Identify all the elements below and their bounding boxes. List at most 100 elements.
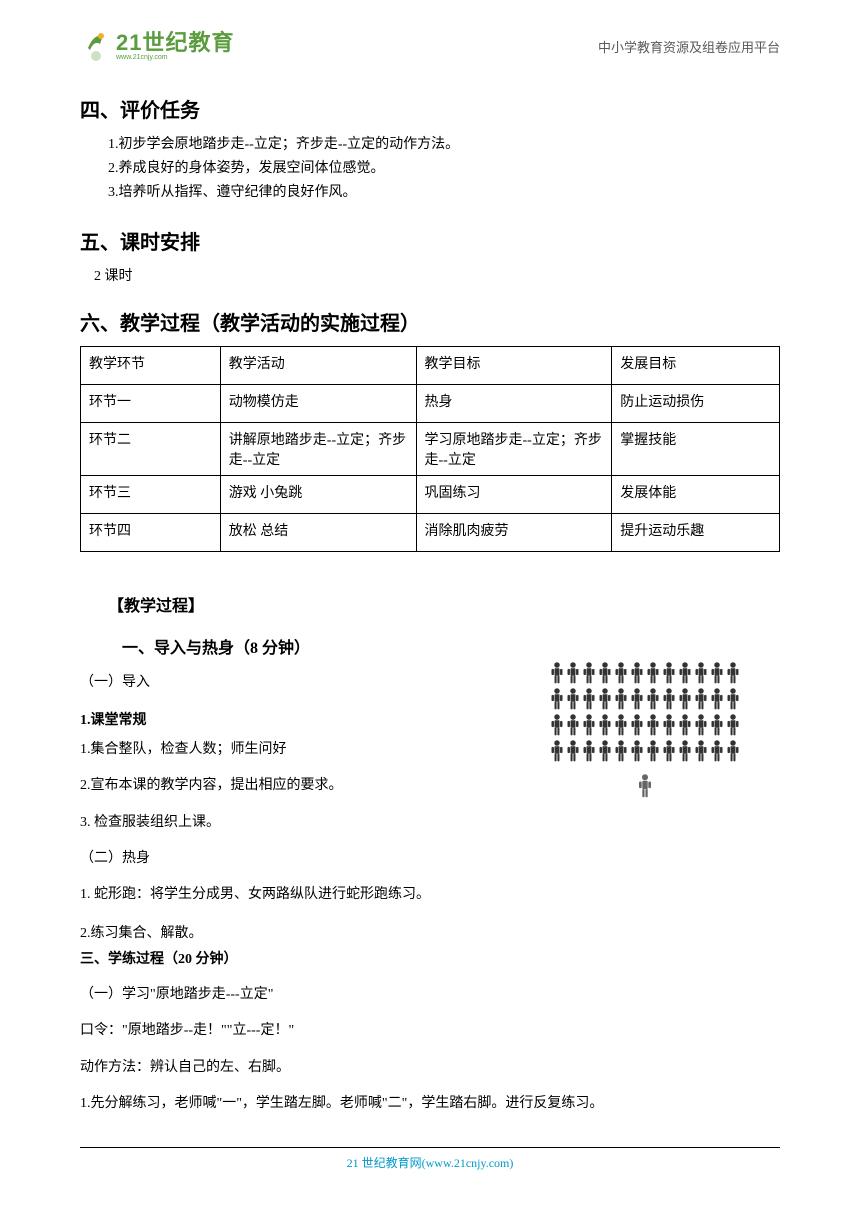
person-icon xyxy=(726,688,740,710)
table-cell: 游戏 小兔跳 xyxy=(220,476,416,514)
person-icon xyxy=(614,662,628,684)
warmup-label: （二）热身 xyxy=(80,848,780,870)
person-icon xyxy=(550,714,564,736)
table-cell: 学习原地踏步走--立定；齐步走--立定 xyxy=(416,423,612,476)
practice-item: 口令："原地踏步--走！""立---定！" xyxy=(80,1020,780,1042)
table-cell: 环节四 xyxy=(81,514,221,552)
formation-row xyxy=(550,740,740,762)
person-icon xyxy=(726,714,740,736)
logo: 21世纪教育 www.21cnjy.com xyxy=(80,30,234,62)
lesson-process-section: 【教学过程】 一、导入与热身（8 分钟） （一）导入 1.课堂常规 1.集合整队… xyxy=(80,592,780,1115)
section5-text: 2 课时 xyxy=(94,265,780,285)
person-icon xyxy=(710,714,724,736)
person-icon xyxy=(726,740,740,762)
table-cell: 动物模仿走 xyxy=(220,385,416,423)
person-icon xyxy=(710,662,724,684)
routine-label: 1.课堂常规 xyxy=(80,709,500,729)
person-icon xyxy=(582,688,596,710)
person-icon xyxy=(582,740,596,762)
table-row: 环节一 动物模仿走 热身 防止运动损伤 xyxy=(81,385,780,423)
intro-label: （一）导入 xyxy=(80,672,500,694)
routine-item: 3. 检查服装组织上课。 xyxy=(80,812,500,834)
person-icon xyxy=(662,688,676,710)
person-icon xyxy=(678,714,692,736)
person-icon xyxy=(550,662,564,684)
person-icon xyxy=(710,740,724,762)
logo-main-text: 21世纪教育 xyxy=(116,32,234,54)
table-cell: 环节二 xyxy=(81,423,221,476)
formation-diagram xyxy=(550,662,740,798)
person-icon xyxy=(598,688,612,710)
person-icon xyxy=(662,662,676,684)
table-header: 发展目标 xyxy=(612,347,780,385)
formation-row xyxy=(550,662,740,684)
section6-title: 六、教学过程（教学活动的实施过程） xyxy=(80,307,780,336)
formation-row xyxy=(550,714,740,736)
section4-item: 3.培养听从指挥、遵守纪律的良好作风。 xyxy=(108,181,780,205)
person-icon xyxy=(566,740,580,762)
table-header: 教学活动 xyxy=(220,347,416,385)
table-cell: 环节一 xyxy=(81,385,221,423)
section4-item: 2.养成良好的身体姿势，发展空间体位感觉。 xyxy=(108,157,780,181)
page-header: 21世纪教育 www.21cnjy.com 中小学教育资源及组卷应用平台 xyxy=(0,0,860,72)
person-icon xyxy=(582,662,596,684)
warmup-item: 1. 蛇形跑：将学生分成男、女两路纵队进行蛇形跑练习。 xyxy=(80,884,780,906)
person-icon xyxy=(678,740,692,762)
teaching-process-table: 教学环节 教学活动 教学目标 发展目标 环节一 动物模仿走 热身 防止运动损伤 … xyxy=(80,346,780,552)
person-icon xyxy=(694,662,708,684)
table-row: 环节三 游戏 小兔跳 巩固练习 发展体能 xyxy=(81,476,780,514)
table-cell: 巩固练习 xyxy=(416,476,612,514)
person-icon xyxy=(694,714,708,736)
person-icon xyxy=(550,688,564,710)
person-icon xyxy=(694,740,708,762)
person-icon xyxy=(694,688,708,710)
person-icon xyxy=(614,740,628,762)
person-icon xyxy=(646,662,660,684)
person-icon xyxy=(566,714,580,736)
routine-item: 1.集合整队，检查人数；师生问好 xyxy=(80,739,500,761)
leader-icon xyxy=(637,774,653,798)
table-cell: 热身 xyxy=(416,385,612,423)
runner-icon xyxy=(80,30,112,62)
person-icon xyxy=(630,688,644,710)
lesson-heading: 【教学过程】 xyxy=(108,592,780,616)
footer-divider xyxy=(80,1147,780,1148)
person-icon xyxy=(630,714,644,736)
person-icon xyxy=(598,740,612,762)
table-cell: 放松 总结 xyxy=(220,514,416,552)
person-icon xyxy=(646,688,660,710)
main-content: 四、评价任务 1.初步学会原地踏步走--立定；齐步走--立定的动作方法。 2.养… xyxy=(0,94,860,1115)
person-icon xyxy=(582,714,596,736)
person-icon xyxy=(566,662,580,684)
logo-sub-text: www.21cnjy.com xyxy=(116,54,234,61)
person-icon xyxy=(646,714,660,736)
table-cell: 发展体能 xyxy=(612,476,780,514)
practice-item: 动作方法：辨认自己的左、右脚。 xyxy=(80,1057,780,1079)
table-header: 教学环节 xyxy=(81,347,221,385)
table-header-row: 教学环节 教学活动 教学目标 发展目标 xyxy=(81,347,780,385)
person-icon xyxy=(678,662,692,684)
table-row: 环节二 讲解原地踏步走--立定；齐步走--立定 学习原地踏步走--立定；齐步走-… xyxy=(81,423,780,476)
person-icon xyxy=(550,740,564,762)
table-cell: 讲解原地踏步走--立定；齐步走--立定 xyxy=(220,423,416,476)
section4-title: 四、评价任务 xyxy=(80,94,780,123)
person-icon xyxy=(614,688,628,710)
practice-item: （一）学习"原地踏步走---立定" xyxy=(80,984,780,1006)
table-cell: 掌握技能 xyxy=(612,423,780,476)
person-icon xyxy=(662,740,676,762)
person-icon xyxy=(662,714,676,736)
person-icon xyxy=(630,662,644,684)
table-cell: 消除肌肉疲劳 xyxy=(416,514,612,552)
table-header: 教学目标 xyxy=(416,347,612,385)
person-icon xyxy=(598,714,612,736)
intro-block: （一）导入 1.课堂常规 1.集合整队，检查人数；师生问好 2.宣布本课的教学内… xyxy=(80,672,780,834)
lesson-part3-title: 三、学练过程（20 分钟） xyxy=(80,949,780,971)
person-icon xyxy=(630,740,644,762)
person-icon xyxy=(678,688,692,710)
table-cell: 防止运动损伤 xyxy=(612,385,780,423)
table-row: 环节四 放松 总结 消除肌肉疲劳 提升运动乐趣 xyxy=(81,514,780,552)
person-icon xyxy=(726,662,740,684)
section4-item: 1.初步学会原地踏步走--立定；齐步走--立定的动作方法。 xyxy=(108,133,780,157)
footer-text: 21 世纪教育网(www.21cnjy.com) xyxy=(347,1156,514,1170)
table-cell: 提升运动乐趣 xyxy=(612,514,780,552)
